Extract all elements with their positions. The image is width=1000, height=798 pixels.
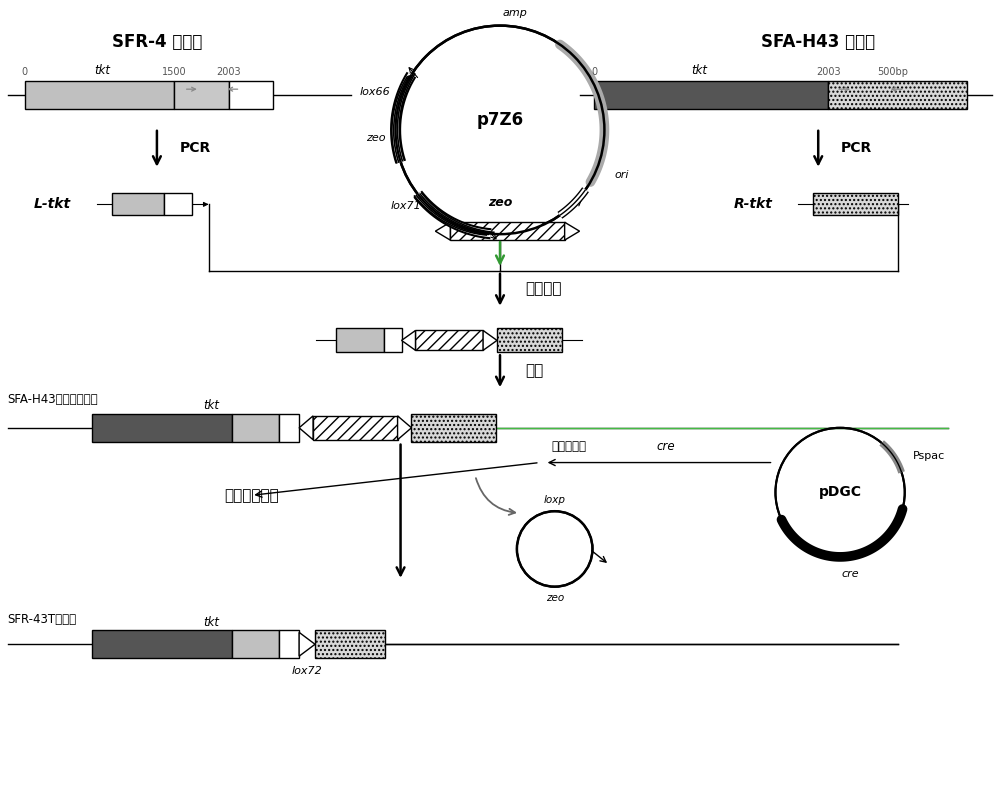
Text: zeo: zeo [546, 593, 564, 602]
Text: R-tkt: R-tkt [734, 197, 773, 211]
PathPatch shape [299, 416, 313, 440]
Text: L-tkt: L-tkt [34, 197, 71, 211]
Text: p7Z6: p7Z6 [476, 111, 524, 129]
Text: loxp: loxp [544, 496, 566, 505]
Bar [164, 193, 192, 215]
Text: lox71: lox71 [390, 201, 421, 211]
Text: 0: 0 [591, 67, 598, 77]
Text: PCR: PCR [180, 140, 211, 155]
Bar [232, 414, 279, 442]
Bar [336, 329, 384, 353]
Bar [384, 329, 402, 353]
Text: zeo: zeo [366, 132, 386, 143]
Text: 删除抗性基因: 删除抗性基因 [224, 488, 279, 503]
Text: lox72: lox72 [292, 666, 322, 676]
Circle shape [517, 512, 592, 587]
Text: tkt: tkt [691, 65, 707, 77]
PathPatch shape [483, 330, 497, 350]
Text: 1500: 1500 [162, 67, 186, 77]
Bar [279, 414, 299, 442]
Text: 转化、表达: 转化、表达 [552, 440, 587, 452]
Bar [411, 414, 496, 442]
Bar [112, 193, 164, 215]
Bar [813, 193, 898, 215]
Text: SFR-4 基因组: SFR-4 基因组 [112, 34, 202, 52]
Bar [521, 516, 589, 583]
Bar [415, 330, 483, 350]
Bar [174, 81, 229, 109]
PathPatch shape [435, 222, 450, 240]
Bar [313, 416, 398, 440]
Text: 2003: 2003 [816, 67, 840, 77]
Bar [315, 630, 385, 658]
Bar [92, 630, 232, 658]
Text: Pspac: Pspac [913, 451, 945, 461]
Text: 0: 0 [22, 67, 28, 77]
Bar [450, 222, 565, 240]
Bar [594, 81, 828, 109]
Text: tkt: tkt [94, 65, 110, 77]
Text: lox66: lox66 [360, 87, 391, 97]
Bar [528, 523, 581, 575]
Text: 片段融合: 片段融合 [525, 281, 561, 296]
Text: 转化: 转化 [525, 363, 543, 377]
Text: amp: amp [502, 8, 527, 18]
Bar [229, 81, 273, 109]
Text: SFA-H43 基因组: SFA-H43 基因组 [761, 34, 875, 52]
Bar [25, 81, 174, 109]
Text: cre: cre [656, 440, 675, 452]
PathPatch shape [402, 330, 415, 350]
Text: 500bp: 500bp [877, 67, 908, 77]
Text: tkt: tkt [204, 616, 220, 629]
Text: cre: cre [841, 569, 859, 579]
Bar [279, 630, 299, 658]
Text: tkt: tkt [204, 400, 220, 413]
Text: ori: ori [614, 169, 629, 180]
Text: pDGC: pDGC [819, 485, 862, 500]
Text: PCR: PCR [841, 140, 872, 155]
PathPatch shape [398, 416, 411, 440]
Text: SFA-H43转化株基因组: SFA-H43转化株基因组 [8, 393, 98, 406]
Bar [232, 630, 279, 658]
FancyArrowPatch shape [592, 551, 606, 562]
Bar [828, 81, 967, 109]
Text: 2003: 2003 [216, 67, 241, 77]
FancyArrowPatch shape [476, 478, 515, 515]
Bar [497, 329, 562, 353]
Text: SFR-43T基因组: SFR-43T基因组 [8, 613, 77, 626]
Bar [92, 414, 232, 442]
Text: zeo: zeo [488, 196, 512, 209]
PathPatch shape [565, 222, 580, 240]
PathPatch shape [299, 632, 315, 656]
